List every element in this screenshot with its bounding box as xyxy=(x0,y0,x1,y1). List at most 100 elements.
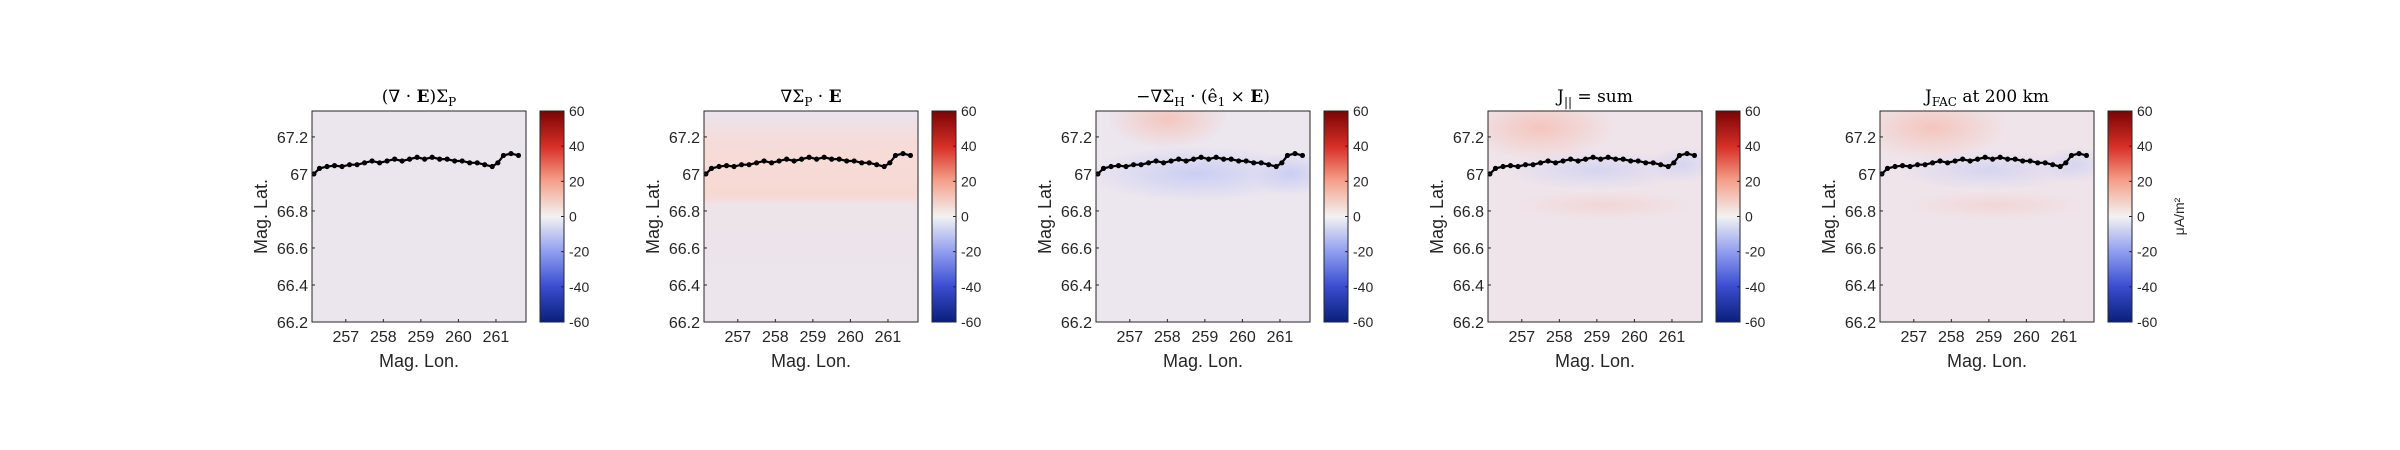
y-axis-label: Mag. Lat. xyxy=(1035,179,1055,254)
axes-frame xyxy=(1487,110,1703,323)
y-tick-label: 67.2 xyxy=(1453,130,1484,147)
track-point xyxy=(1115,163,1122,169)
track-point xyxy=(407,156,413,162)
y-axis-label: Mag. Lat. xyxy=(643,179,663,254)
y-tick-label: 66.6 xyxy=(1453,241,1484,258)
x-tick-label: 258 xyxy=(762,329,789,346)
track-point xyxy=(851,158,857,164)
track-point xyxy=(444,156,450,162)
colorbar xyxy=(539,110,565,323)
track-point xyxy=(1635,158,1641,164)
track-point xyxy=(1598,156,1604,162)
colorbar-tick-label: 0 xyxy=(961,209,969,225)
colorbar-tick-label: 40 xyxy=(1353,138,1369,154)
y-tick-label: 67 xyxy=(1858,167,1876,184)
track-point xyxy=(515,152,522,159)
track-point xyxy=(316,165,323,171)
y-tick-label: 67 xyxy=(682,167,700,184)
colorbar-tick-label: -20 xyxy=(569,244,589,260)
track-point xyxy=(369,158,375,164)
track-point xyxy=(2068,152,2075,159)
x-tick-label: 258 xyxy=(1546,329,1573,346)
y-tick-label: 66.2 xyxy=(1845,315,1876,332)
track-point xyxy=(1552,160,1559,166)
x-tick-label: 257 xyxy=(724,329,751,346)
colorbar xyxy=(931,110,957,323)
track-point xyxy=(783,156,790,162)
track-point xyxy=(1530,162,1536,168)
track-point xyxy=(474,160,480,166)
track-point xyxy=(1206,156,1212,162)
axes-frame xyxy=(311,110,527,323)
y-tick-label: 67.2 xyxy=(277,130,308,147)
satellite-track xyxy=(1880,150,2090,177)
colorbar-tick-label: 20 xyxy=(2137,173,2153,189)
y-tick-label: 66.8 xyxy=(1453,204,1484,221)
track-point xyxy=(1676,152,1683,159)
colorbar-tick-label: -20 xyxy=(1745,244,1765,260)
track-point xyxy=(887,160,893,166)
track-point xyxy=(467,160,473,166)
x-tick-label: 258 xyxy=(370,329,397,346)
track-point xyxy=(738,162,745,168)
track-point xyxy=(1922,162,1928,168)
track-point xyxy=(1507,163,1514,169)
track-point xyxy=(459,158,465,164)
axes-frame xyxy=(1879,110,2095,323)
track-point xyxy=(1650,160,1656,166)
satellite-track xyxy=(1488,150,1698,177)
y-tick-label: 66.6 xyxy=(1845,241,1876,258)
y-tick-label: 66.4 xyxy=(277,278,308,295)
colorbar xyxy=(1715,110,1741,323)
colorbar-tick-label: 60 xyxy=(569,103,585,119)
heatmap-field xyxy=(1880,111,2094,322)
track-point xyxy=(746,162,752,168)
track-point xyxy=(376,160,383,166)
x-axis-label: Mag. Lon. xyxy=(379,351,459,371)
colorbar-tick-label: 60 xyxy=(1745,103,1761,119)
colorbar-tick-label: 20 xyxy=(1745,173,1761,189)
colorbar-tick-label: -40 xyxy=(2137,279,2157,295)
track-point xyxy=(731,163,737,170)
y-tick-label: 67.2 xyxy=(1845,130,1876,147)
track-point xyxy=(723,163,730,169)
track-point xyxy=(900,150,906,157)
track-point xyxy=(1671,160,1677,166)
x-axis-label: Mag. Lon. xyxy=(771,351,851,371)
track-point xyxy=(2012,156,2018,162)
track-point xyxy=(2057,163,2063,170)
colorbar xyxy=(2107,110,2133,323)
colorbar-tick-label: -40 xyxy=(569,279,589,295)
colorbar-tick-label: 0 xyxy=(1353,209,1361,225)
y-tick-label: 66.2 xyxy=(1453,315,1484,332)
track-point xyxy=(708,165,715,171)
satellite-track xyxy=(704,150,914,177)
track-point xyxy=(1299,152,1306,159)
track-point xyxy=(1567,156,1574,162)
y-tick-label: 66.8 xyxy=(277,204,308,221)
track-point xyxy=(1990,156,1996,162)
track-point xyxy=(1175,156,1182,162)
track-point xyxy=(761,158,767,164)
track-point xyxy=(2076,150,2082,157)
track-point xyxy=(753,160,760,166)
x-tick-label: 261 xyxy=(1659,329,1686,346)
colorbar-tick-label: 0 xyxy=(569,209,577,225)
x-tick-label: 260 xyxy=(1621,329,1648,346)
track-point xyxy=(354,162,360,168)
track-point xyxy=(346,162,353,168)
track-point xyxy=(1191,156,1197,162)
track-point xyxy=(1243,158,1249,164)
colorbar-tick-label: 20 xyxy=(961,173,977,189)
track-point xyxy=(776,158,782,164)
track-point xyxy=(829,156,835,162)
track-point xyxy=(1892,163,1898,170)
track-point xyxy=(799,156,805,162)
track-point xyxy=(1997,154,2003,160)
panel-1: 257 258 259 260 261 66.2 66.4 66.6 66.8 67 67.2 Mag… xyxy=(251,87,589,371)
x-tick-label: 260 xyxy=(2013,329,2040,346)
y-tick-label: 67 xyxy=(290,167,308,184)
heatmap-field xyxy=(704,111,918,322)
x-tick-label: 260 xyxy=(1229,329,1256,346)
